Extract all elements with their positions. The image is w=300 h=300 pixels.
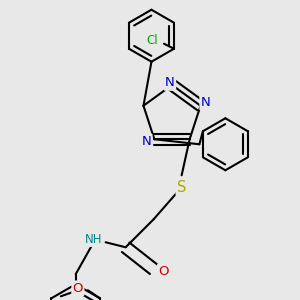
Text: N: N [165,76,175,89]
Text: O: O [158,265,169,278]
Text: N: N [201,96,210,109]
Text: N: N [142,135,151,148]
Text: Cl: Cl [146,34,158,47]
Text: O: O [73,282,83,295]
Text: S: S [177,180,186,195]
Text: NH: NH [85,233,102,246]
